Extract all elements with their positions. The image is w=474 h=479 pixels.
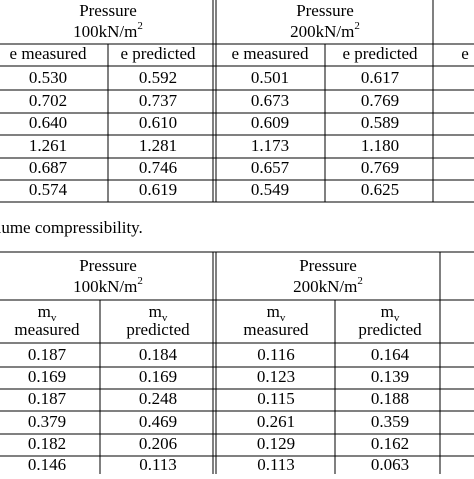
column-symbol: mv <box>38 302 57 324</box>
cell: 0.123 <box>257 367 295 386</box>
cell: 0.592 <box>139 68 177 87</box>
column-header: measured <box>14 320 80 339</box>
cell: 0.162 <box>371 434 409 453</box>
symbol: m <box>38 302 51 321</box>
symbol-sub: v <box>51 312 57 324</box>
unit-sup: 2 <box>354 20 360 32</box>
column-symbol: mv <box>267 302 286 324</box>
unit-sup: 2 <box>137 20 143 32</box>
column-header: e measured <box>232 44 309 63</box>
cell: 0.687 <box>29 158 68 177</box>
cell: 0.146 <box>28 455 66 474</box>
cell: 0.169 <box>139 367 177 386</box>
cell: 1.261 <box>29 136 67 155</box>
cell: 0.737 <box>139 91 178 110</box>
cell: 0.769 <box>361 158 399 177</box>
cell: 0.640 <box>29 113 67 132</box>
cell: 0.116 <box>257 345 295 364</box>
cell: 0.129 <box>257 434 295 453</box>
unit-text: 100kN/m <box>73 22 137 41</box>
symbol-sub: v <box>162 312 168 324</box>
column-header: e <box>461 44 469 63</box>
group-title: Pressure <box>296 1 354 20</box>
column-header: e predicted <box>120 44 196 63</box>
pressure-unit: 100kN/m2 <box>73 20 143 41</box>
cell: 0.359 <box>371 412 409 431</box>
cell: 0.617 <box>361 68 400 87</box>
caption: t of coefficient of volume compressibili… <box>0 218 143 237</box>
cell: 0.702 <box>29 91 67 110</box>
cell: 0.609 <box>251 113 289 132</box>
cell: 0.139 <box>371 367 409 386</box>
cell: 1.281 <box>139 136 177 155</box>
unit-sup: 2 <box>137 275 143 287</box>
column-symbol: mv <box>381 302 400 324</box>
cell: 0.589 <box>361 113 399 132</box>
cell: 1.173 <box>251 136 289 155</box>
cell: 0.206 <box>139 434 177 453</box>
unit-text: 200kN/m <box>293 277 357 296</box>
symbol: m <box>381 302 394 321</box>
column-header: measured <box>243 320 309 339</box>
cell: 0.248 <box>139 389 177 408</box>
pressure-unit: 200kN/m2 <box>293 275 363 296</box>
unit-text: 200kN/m <box>290 22 354 41</box>
cell: 0.746 <box>139 158 177 177</box>
cell: 0.187 <box>28 389 67 408</box>
pressure-unit: 200kN/m2 <box>290 20 360 41</box>
cell: 0.530 <box>29 68 67 87</box>
column-header: predicted <box>358 320 422 339</box>
cell: 0.184 <box>139 345 178 364</box>
cell: 0.657 <box>251 158 290 177</box>
group-title: Pressure <box>79 256 137 275</box>
cell: 0.610 <box>139 113 177 132</box>
column-symbol: mv <box>149 302 168 324</box>
column-header: e measured <box>10 44 87 63</box>
cell: 0.113 <box>139 455 177 474</box>
cell: 0.188 <box>371 389 409 408</box>
cell: 0.769 <box>361 91 399 110</box>
pressure-unit: 100kN/m2 <box>73 275 143 296</box>
cell: 0.549 <box>251 180 289 199</box>
cell: 0.113 <box>257 455 295 474</box>
column-header: predicted <box>126 320 190 339</box>
group-title: Pressure <box>79 1 137 20</box>
group-title: Pressure <box>299 256 357 275</box>
cell: 0.379 <box>28 412 66 431</box>
symbol: m <box>267 302 280 321</box>
cell: 0.169 <box>28 367 66 386</box>
cell: 0.187 <box>28 345 67 364</box>
symbol: m <box>149 302 162 321</box>
cell: 0.164 <box>371 345 410 364</box>
cell: 0.261 <box>257 412 295 431</box>
cell: 0.501 <box>251 68 289 87</box>
unit-sup: 2 <box>357 275 363 287</box>
symbol-sub: v <box>394 312 400 324</box>
cell: 0.619 <box>139 180 177 199</box>
column-header: e predicted <box>342 44 418 63</box>
cell: 0.063 <box>371 455 409 474</box>
cell: 0.469 <box>139 412 177 431</box>
cell: 0.625 <box>361 180 399 199</box>
cell: 0.182 <box>28 434 66 453</box>
cell: 0.574 <box>29 180 68 199</box>
cell: 0.673 <box>251 91 289 110</box>
symbol-sub: v <box>280 312 286 324</box>
cell: 1.180 <box>361 136 399 155</box>
unit-text: 100kN/m <box>73 277 137 296</box>
cell: 0.115 <box>257 389 295 408</box>
